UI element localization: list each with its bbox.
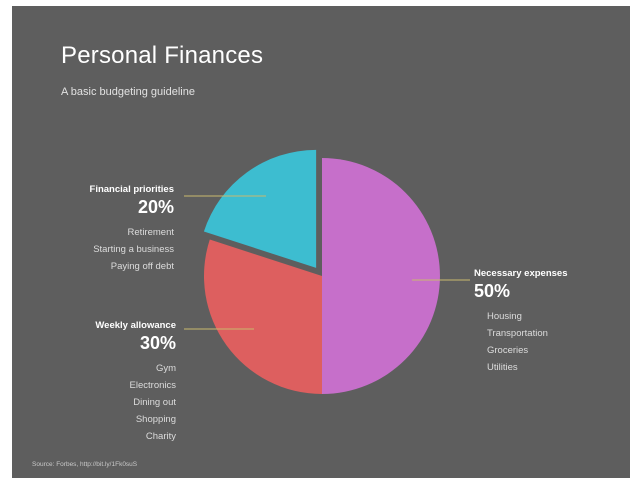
slice-label-financial-priorities: Financial priorities (89, 184, 174, 195)
callout-necessary-expenses: Necessary expenses 50% Housing Transport… (474, 268, 568, 376)
slice-items-necessary-expenses: Housing Transportation Groceries Utiliti… (474, 308, 568, 376)
list-item: Charity (145, 431, 176, 442)
list-item: Paying off debt (110, 261, 174, 272)
list-item: Housing (487, 311, 522, 322)
list-item: Gym (155, 363, 176, 374)
slice-label-weekly-allowance: Weekly allowance (95, 320, 176, 331)
source-note: Source: Forbes, http://bit.ly/1Fk0suS (32, 461, 138, 468)
pie-slice-financial-priorities (203, 149, 317, 268)
list-item: Retirement (127, 227, 174, 238)
list-item: Shopping (135, 414, 176, 425)
pie-slice-necessary-expenses (322, 158, 440, 394)
slice-items-weekly-allowance: Gym Electronics Dining out Shopping Char… (95, 360, 176, 445)
list-item: Dining out (133, 397, 176, 408)
slice-percent-weekly-allowance: 30% (139, 333, 176, 353)
chart-slide: Personal Finances A basic budgeting guid… (12, 6, 630, 478)
chart-title: Personal Finances (61, 42, 264, 69)
list-item: Groceries (487, 345, 529, 356)
list-item: Transportation (487, 328, 548, 339)
callout-financial-priorities: Financial priorities 20% Retirement Star… (90, 184, 174, 275)
slice-percent-necessary-expenses: 50% (474, 281, 511, 301)
list-item: Electronics (129, 380, 176, 391)
list-item: Utilities (487, 362, 518, 373)
slice-label-necessary-expenses: Necessary expenses (474, 268, 568, 279)
slice-items-financial-priorities: Retirement Starting a business Paying of… (90, 224, 174, 275)
pie-slice-weekly-allowance (204, 239, 322, 394)
slice-percent-financial-priorities: 20% (137, 197, 174, 217)
chart-subtitle: A basic budgeting guideline (61, 86, 195, 98)
pie-chart (184, 149, 470, 394)
list-item: Starting a business (93, 244, 174, 255)
callout-weekly-allowance: Weekly allowance 30% Gym Electronics Din… (95, 320, 176, 445)
